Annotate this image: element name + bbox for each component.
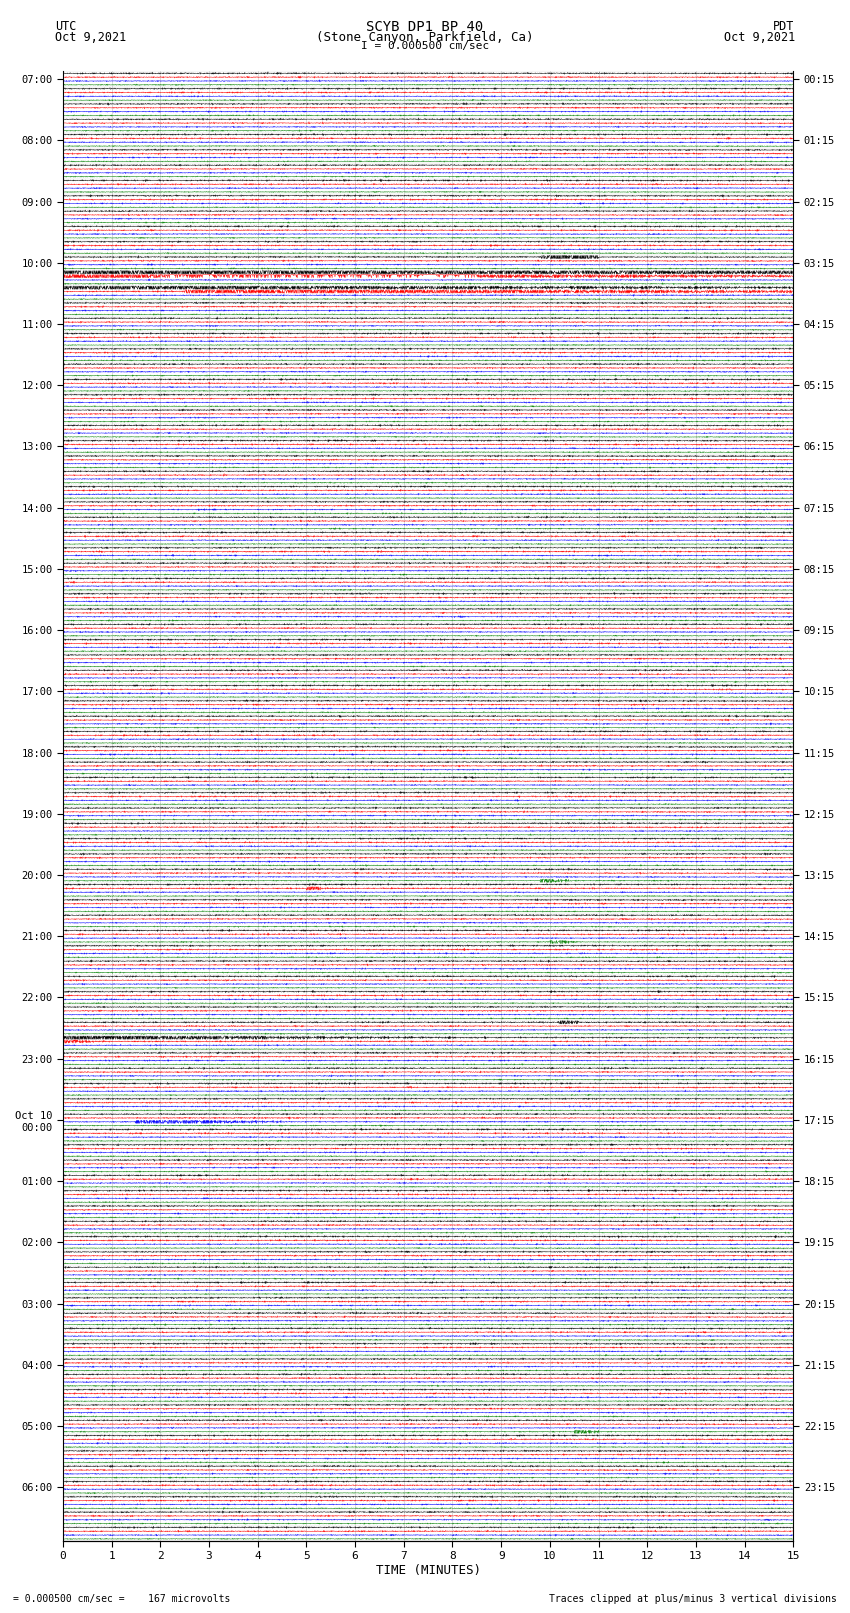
Text: Oct 9,2021: Oct 9,2021 [55, 31, 127, 44]
Text: SCYB DP1 BP 40: SCYB DP1 BP 40 [366, 19, 484, 34]
Text: UTC: UTC [55, 19, 76, 34]
Text: I = 0.000500 cm/sec: I = 0.000500 cm/sec [361, 40, 489, 52]
X-axis label: TIME (MINUTES): TIME (MINUTES) [376, 1565, 480, 1578]
Text: (Stone Canyon, Parkfield, Ca): (Stone Canyon, Parkfield, Ca) [316, 31, 534, 44]
Text: = 0.000500 cm/sec =    167 microvolts: = 0.000500 cm/sec = 167 microvolts [13, 1594, 230, 1603]
Text: Traces clipped at plus/minus 3 vertical divisions: Traces clipped at plus/minus 3 vertical … [549, 1594, 837, 1603]
Text: PDT: PDT [774, 19, 795, 34]
Text: Oct 9,2021: Oct 9,2021 [723, 31, 795, 44]
